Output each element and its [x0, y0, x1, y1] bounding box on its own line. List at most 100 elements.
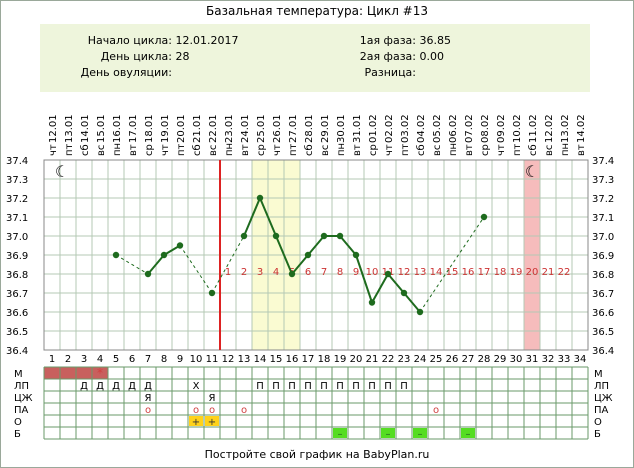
date-label: 31.01: [352, 114, 363, 143]
weekday-label: вт: [576, 144, 587, 156]
day-number: 30: [510, 354, 523, 365]
weekday-label: ср: [144, 144, 155, 156]
date-label: 28.01: [304, 114, 315, 143]
day-number: 29: [494, 354, 507, 365]
phase-day-number: 17: [478, 267, 491, 278]
day-number: 28: [478, 354, 491, 365]
phase2-label: 2ая фаза:: [359, 50, 416, 63]
menses-cell: [76, 367, 92, 379]
date-label: 17.01: [128, 114, 139, 143]
day-number: 22: [382, 354, 395, 365]
weekday-label: вс: [432, 145, 443, 156]
date-label: 01.02: [368, 114, 379, 143]
weekday-label: чт: [384, 144, 395, 156]
day-number: 7: [145, 354, 151, 365]
lp-mark: П: [368, 381, 376, 392]
date-label: 13.02: [560, 114, 571, 143]
day-number: 31: [526, 354, 539, 365]
temperature-gap-segment: [211, 235, 245, 294]
symptom-row-label-left: ЦЖ: [14, 393, 33, 404]
lp-mark: Д: [144, 381, 152, 392]
weekday-label: пт: [176, 143, 187, 156]
phase2-row: 2ая фаза: 0.00: [340, 50, 444, 63]
y-tick-label-left: 37.1: [6, 213, 28, 224]
o-mark-bg: [189, 416, 203, 426]
symptom-row-label-left: О: [14, 417, 22, 428]
weekday-label: вт: [464, 144, 475, 156]
y-tick-label-right: 37.0: [592, 232, 614, 243]
menses-cell: [60, 367, 76, 379]
temperature-point: [368, 299, 376, 306]
phase-day-number: 8: [337, 267, 343, 278]
y-tick-label-left: 36.8: [6, 270, 28, 281]
date-label: 12.01: [48, 114, 59, 143]
b-mark-bg: [461, 428, 475, 438]
temperature-gap-segment: [419, 216, 485, 313]
day-number: 16: [286, 354, 299, 365]
y-tick-label-left: 36.4: [6, 346, 28, 357]
symptom-row-label-left: М: [14, 369, 23, 380]
date-label: 19.01: [160, 114, 171, 143]
date-label: 03.02: [400, 114, 411, 143]
temperature-segment: [387, 273, 405, 294]
phase-day-number: 15: [446, 267, 459, 278]
y-tick-label-left: 36.6: [6, 308, 28, 319]
date-label: 09.02: [496, 114, 507, 143]
symptom-row-label-right: ЦЖ: [594, 393, 613, 404]
symptom-row-label-right: О: [594, 417, 602, 428]
weekday-label: чт: [48, 144, 59, 156]
chart-title: Базальная температура: Цикл #13: [205, 4, 428, 18]
weekday-label: вс: [96, 145, 107, 156]
weekday-label: сб: [80, 144, 91, 156]
day-number: 9: [177, 354, 183, 365]
symptom-row-label-left: ЛП: [14, 381, 29, 392]
date-label: 27.01: [288, 114, 299, 143]
day-number: 34: [574, 354, 587, 365]
day-number: 32: [542, 354, 555, 365]
temperature-point: [400, 289, 408, 297]
date-label: 08.02: [480, 114, 491, 143]
temperature-gap-segment: [179, 245, 213, 294]
phase-day-number: 7: [321, 267, 327, 278]
ovulation-day-label: День овуляции:: [80, 66, 172, 79]
day-number: 10: [190, 354, 203, 365]
pa-mark: o: [145, 405, 151, 416]
temperature-segment: [291, 254, 309, 275]
day-number: 20: [350, 354, 363, 365]
weekday-label: ср: [256, 144, 267, 156]
phase-day-number: 1: [225, 267, 231, 278]
lp-mark: П: [400, 381, 408, 392]
b-mark-bg: [333, 428, 347, 438]
weekday-label: пн: [224, 143, 235, 156]
weekday-label: чт: [160, 144, 171, 156]
phase-day-number: 6: [305, 267, 311, 278]
lp-mark: П: [336, 381, 344, 392]
day-number: 3: [81, 354, 87, 365]
b-mark: –: [418, 429, 423, 440]
y-tick-label-right: 36.6: [592, 308, 614, 319]
cycle-day-value: 28: [175, 50, 190, 63]
y-tick-label-left: 36.9: [6, 251, 28, 262]
weekday-label: пн: [448, 143, 459, 156]
temperature-segment: [339, 235, 357, 256]
temperature-segment: [403, 292, 421, 313]
y-tick-label-left: 37.4: [6, 156, 28, 167]
day-number: 2: [65, 354, 71, 365]
b-mark-bg: [381, 428, 395, 438]
day-number: 23: [398, 354, 411, 365]
temperature-segment: [259, 197, 277, 237]
footer-text: Постройте свой график на BabyPlan.ru: [204, 448, 430, 461]
difference-row: Разница:: [340, 66, 417, 79]
pa-mark: o: [193, 405, 199, 416]
pa-mark: o: [209, 405, 215, 416]
temperature-segment: [275, 235, 293, 275]
lp-mark: Д: [96, 381, 104, 392]
lp-mark: Д: [128, 381, 136, 392]
b-mark: –: [466, 429, 471, 440]
weekday-label: сб: [304, 144, 315, 156]
day-number: 15: [270, 354, 283, 365]
phase-day-number: 4: [273, 267, 279, 278]
temperature-point: [384, 270, 392, 278]
cycle-day-label: День цикла:: [100, 50, 172, 63]
